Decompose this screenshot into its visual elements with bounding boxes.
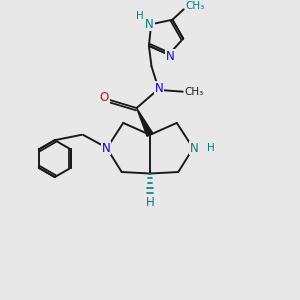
Text: O: O <box>100 91 109 103</box>
Text: N: N <box>145 18 154 31</box>
Text: CH₃: CH₃ <box>185 87 204 97</box>
Polygon shape <box>136 108 153 136</box>
Text: H: H <box>146 196 154 209</box>
Text: H: H <box>206 143 214 153</box>
Text: N: N <box>102 142 111 155</box>
Text: N: N <box>154 82 163 95</box>
Text: H: H <box>136 11 144 21</box>
Text: N: N <box>189 142 198 155</box>
Text: N: N <box>166 50 175 63</box>
Text: CH₃: CH₃ <box>185 1 204 11</box>
